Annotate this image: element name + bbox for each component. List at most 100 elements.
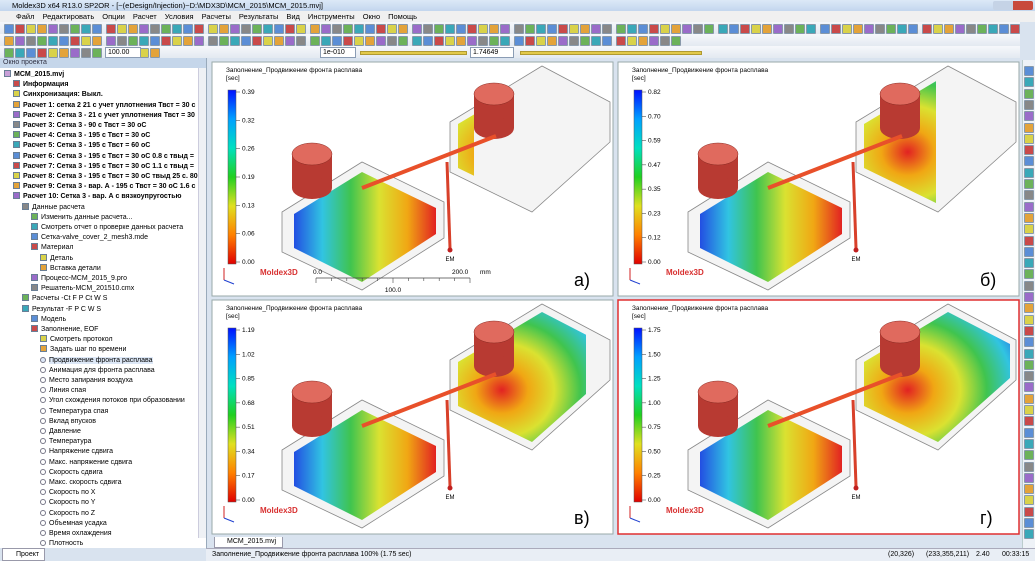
toolbar-button[interactable] — [649, 24, 659, 34]
toolbar-button[interactable] — [150, 24, 160, 34]
toolbar-button[interactable] — [241, 24, 251, 34]
menu-item[interactable]: Опции — [102, 12, 125, 21]
toolbar-button[interactable] — [514, 24, 524, 34]
toolbar-button[interactable] — [296, 36, 306, 46]
toolbar-button[interactable] — [445, 36, 455, 46]
radio-button[interactable] — [40, 479, 46, 485]
toolbar-button[interactable] — [1024, 438, 1034, 449]
menu-item[interactable]: Расчет — [132, 12, 157, 21]
toolbar-button[interactable] — [387, 36, 397, 46]
toolbar-button[interactable] — [660, 36, 670, 46]
toolbar-button[interactable] — [514, 36, 524, 46]
toolbar-button[interactable] — [1024, 382, 1034, 393]
result-option[interactable]: Место запирания воздуха — [40, 376, 133, 386]
tree-item[interactable]: Заполнение, EOF — [31, 325, 98, 335]
toolbar-button[interactable] — [1024, 303, 1034, 314]
toolbar-button[interactable] — [398, 24, 408, 34]
toolbar-button[interactable] — [489, 24, 499, 34]
radio-button[interactable] — [40, 509, 46, 516]
tree-item[interactable]: Результат -F P C W S — [22, 304, 101, 315]
toolbar-button[interactable] — [1024, 506, 1034, 517]
tree-item[interactable]: Изменить данные расчета... — [31, 212, 132, 223]
toolbar-button[interactable] — [172, 36, 182, 46]
toolbar-button[interactable] — [853, 24, 863, 34]
toolbar-button[interactable] — [117, 36, 127, 46]
toolbar-button[interactable] — [773, 24, 783, 34]
toolbar-button[interactable] — [37, 48, 47, 58]
toolbar-button[interactable] — [183, 36, 193, 46]
toolbar-button[interactable] — [1024, 88, 1034, 99]
toolbar-button[interactable] — [1024, 77, 1034, 88]
result-option[interactable]: Вклад впусков — [40, 417, 96, 427]
toolbar-button[interactable] — [820, 24, 830, 34]
toolbar-button[interactable] — [718, 24, 728, 34]
toolbar-button[interactable] — [500, 36, 510, 46]
toolbar-button[interactable] — [274, 24, 284, 34]
toolbar-button[interactable] — [638, 24, 648, 34]
toolbar-button[interactable] — [1024, 325, 1034, 336]
toolbar-button[interactable] — [376, 24, 386, 34]
toolbar-button[interactable] — [252, 24, 262, 34]
result-option[interactable]: Время охлаждения — [40, 529, 112, 539]
toolbar-button[interactable] — [569, 24, 579, 34]
toolbar-button[interactable] — [194, 24, 204, 34]
menu-item[interactable]: Вид — [286, 12, 300, 21]
toolbar-button[interactable] — [478, 24, 488, 34]
toolbar-button[interactable] — [1024, 461, 1034, 472]
toolbar-button[interactable] — [1024, 393, 1034, 404]
toolbar-button[interactable] — [26, 24, 36, 34]
toolbar-input[interactable]: 1e-010 — [320, 47, 356, 58]
toolbar-button[interactable] — [1024, 201, 1034, 212]
toolbar-button[interactable] — [693, 24, 703, 34]
toolbar-button[interactable] — [988, 24, 998, 34]
tree-item[interactable]: Задать шаг по времени — [40, 345, 126, 355]
radio-button[interactable] — [40, 540, 46, 547]
toolbar-button[interactable] — [354, 36, 364, 46]
toolbar-button[interactable] — [616, 36, 626, 46]
radio-button[interactable] — [40, 387, 46, 394]
tree-item[interactable]: Расчеты -Ct F P Ct W S — [22, 294, 107, 304]
toolbar-button[interactable] — [139, 24, 149, 34]
toolbar-button[interactable] — [933, 24, 943, 34]
toolbar-button[interactable] — [740, 24, 750, 34]
tree-item[interactable]: Деталь — [40, 253, 73, 264]
toolbar-button[interactable] — [412, 24, 422, 34]
toolbar-button[interactable] — [1024, 484, 1034, 495]
document-tab[interactable]: MCM_2015.mvj — [214, 537, 284, 548]
tree-item[interactable]: Сетка-valve_cover_2_mesh3.mde — [31, 233, 148, 243]
toolbar-button[interactable] — [161, 24, 171, 34]
toolbar-button[interactable] — [591, 36, 601, 46]
toolbar-button[interactable] — [806, 24, 816, 34]
toolbar-button[interactable] — [241, 36, 251, 46]
toolbar-input[interactable]: 1.74649 — [470, 47, 514, 58]
toolbar-button[interactable] — [81, 36, 91, 46]
toolbar-button[interactable] — [1024, 348, 1034, 359]
toolbar-button[interactable] — [671, 36, 681, 46]
toolbar-button[interactable] — [966, 24, 976, 34]
toolbar-button[interactable] — [591, 24, 601, 34]
toolbar-button[interactable] — [150, 48, 160, 58]
toolbar-button[interactable] — [1024, 246, 1034, 257]
menu-item[interactable]: Помощь — [388, 12, 418, 21]
toolbar-button[interactable] — [81, 24, 91, 34]
toolbar-button[interactable] — [1024, 292, 1034, 302]
toolbar-button[interactable] — [536, 36, 546, 46]
toolbar-button[interactable] — [525, 36, 535, 46]
toolbar-button[interactable] — [4, 24, 14, 34]
menu-item[interactable]: Инструменты — [307, 12, 355, 21]
toolbar-button[interactable] — [1024, 337, 1034, 348]
toolbar-button[interactable] — [26, 36, 36, 46]
toolbar-button[interactable] — [15, 48, 25, 58]
toolbar-button[interactable] — [1024, 179, 1034, 189]
toolbar-button[interactable] — [456, 36, 466, 46]
toolbar-button[interactable] — [59, 24, 69, 34]
toolbar-button[interactable] — [1024, 529, 1034, 540]
toolbar-button[interactable] — [842, 24, 852, 34]
toolbar-button[interactable] — [602, 36, 612, 46]
toolbar-button[interactable] — [48, 36, 58, 46]
toolbar-button[interactable] — [525, 24, 535, 34]
tree-item[interactable]: Расчет 7: Сетка 3 - 195 с Твст = 30 оС 1… — [13, 161, 194, 172]
tree-item[interactable]: Вставка детали — [40, 263, 101, 274]
menu-item[interactable]: Расчеты — [201, 12, 231, 21]
toolbar-button[interactable] — [886, 24, 896, 34]
